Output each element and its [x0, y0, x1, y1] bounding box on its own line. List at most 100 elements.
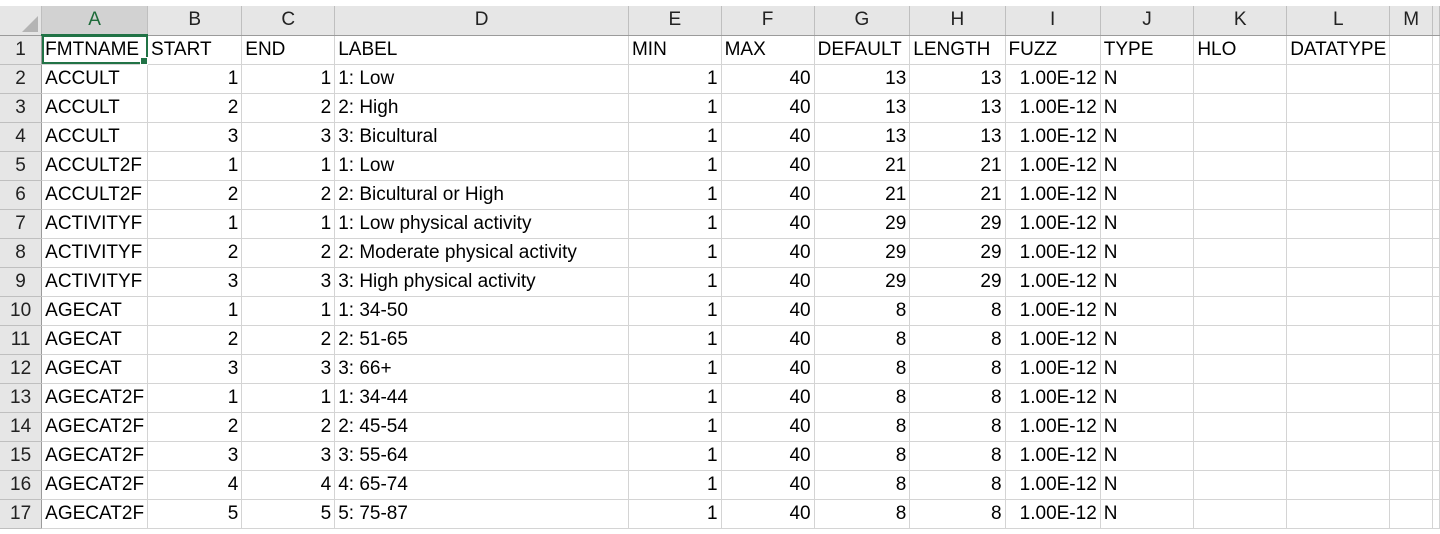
row-header[interactable]: 7	[0, 209, 43, 239]
cell-k9[interactable]	[1193, 267, 1288, 297]
cell-j6[interactable]: N	[1100, 180, 1195, 210]
cell-m11[interactable]	[1389, 325, 1433, 355]
cell-l8[interactable]	[1286, 238, 1391, 268]
column-header-g[interactable]: G	[814, 6, 911, 36]
column-header-overflow[interactable]	[1432, 6, 1440, 36]
cell-e12[interactable]: 1	[628, 354, 722, 384]
cell-m1[interactable]	[1389, 35, 1433, 65]
cell-i13[interactable]: 1.00E-12	[1005, 383, 1101, 413]
cell-g2[interactable]: 13	[814, 64, 911, 94]
cell-c13[interactable]: 1	[241, 383, 336, 413]
cell-e1[interactable]: MIN	[628, 35, 722, 65]
cell-g1[interactable]: DEFAULT	[814, 35, 911, 65]
cell-overflow[interactable]	[1432, 325, 1440, 355]
cell-l1[interactable]: DATATYPE	[1286, 35, 1391, 65]
cell-d16[interactable]: 4: 65-74	[334, 470, 629, 500]
cell-overflow[interactable]	[1432, 64, 1440, 94]
cell-e14[interactable]: 1	[628, 412, 722, 442]
cell-i6[interactable]: 1.00E-12	[1005, 180, 1101, 210]
cell-a9[interactable]: ACTIVITYF	[41, 267, 149, 297]
cell-l15[interactable]	[1286, 441, 1391, 471]
cell-c1[interactable]: END	[241, 35, 336, 65]
cell-h1[interactable]: LENGTH	[909, 35, 1006, 65]
cell-k1[interactable]: HLO	[1193, 35, 1288, 65]
column-header-m[interactable]: M	[1389, 6, 1433, 36]
cell-d12[interactable]: 3: 66+	[334, 354, 629, 384]
cell-e10[interactable]: 1	[628, 296, 722, 326]
cell-d17[interactable]: 5: 75-87	[334, 499, 629, 529]
cell-g11[interactable]: 8	[814, 325, 911, 355]
cell-c16[interactable]: 4	[241, 470, 336, 500]
cell-a10[interactable]: AGECAT	[41, 296, 149, 326]
cell-c3[interactable]: 2	[241, 93, 336, 123]
cell-b10[interactable]: 1	[147, 296, 243, 326]
cell-f2[interactable]: 40	[721, 64, 815, 94]
cell-j16[interactable]: N	[1100, 470, 1195, 500]
cell-e5[interactable]: 1	[628, 151, 722, 181]
cell-k6[interactable]	[1193, 180, 1288, 210]
cell-i7[interactable]: 1.00E-12	[1005, 209, 1101, 239]
cell-g15[interactable]: 8	[814, 441, 911, 471]
cell-g6[interactable]: 21	[814, 180, 911, 210]
cell-g8[interactable]: 29	[814, 238, 911, 268]
cell-a1[interactable]: FMTNAME	[41, 35, 149, 65]
cell-d11[interactable]: 2: 51-65	[334, 325, 629, 355]
cell-overflow[interactable]	[1432, 470, 1440, 500]
cell-i14[interactable]: 1.00E-12	[1005, 412, 1101, 442]
cell-m16[interactable]	[1389, 470, 1433, 500]
cell-f1[interactable]: MAX	[721, 35, 815, 65]
cell-overflow[interactable]	[1432, 93, 1440, 123]
cell-overflow[interactable]	[1432, 122, 1440, 152]
cell-b17[interactable]: 5	[147, 499, 243, 529]
cell-g9[interactable]: 29	[814, 267, 911, 297]
cell-a12[interactable]: AGECAT	[41, 354, 149, 384]
cell-h4[interactable]: 13	[909, 122, 1006, 152]
cell-a6[interactable]: ACCULT2F	[41, 180, 149, 210]
column-header-e[interactable]: E	[628, 6, 722, 36]
cell-l10[interactable]	[1286, 296, 1391, 326]
cell-b6[interactable]: 2	[147, 180, 243, 210]
cell-b1[interactable]: START	[147, 35, 243, 65]
cell-j14[interactable]: N	[1100, 412, 1195, 442]
column-header-j[interactable]: J	[1100, 6, 1195, 36]
cell-h3[interactable]: 13	[909, 93, 1006, 123]
column-header-l[interactable]: L	[1286, 6, 1391, 36]
cell-b4[interactable]: 3	[147, 122, 243, 152]
cell-l4[interactable]	[1286, 122, 1391, 152]
cell-i15[interactable]: 1.00E-12	[1005, 441, 1101, 471]
cell-h16[interactable]: 8	[909, 470, 1006, 500]
cell-k17[interactable]	[1193, 499, 1288, 529]
cell-j10[interactable]: N	[1100, 296, 1195, 326]
cell-a17[interactable]: AGECAT2F	[41, 499, 149, 529]
cell-m17[interactable]	[1389, 499, 1433, 529]
cell-a2[interactable]: ACCULT	[41, 64, 149, 94]
cell-b12[interactable]: 3	[147, 354, 243, 384]
cell-g12[interactable]: 8	[814, 354, 911, 384]
cell-i16[interactable]: 1.00E-12	[1005, 470, 1101, 500]
cell-b3[interactable]: 2	[147, 93, 243, 123]
cell-overflow[interactable]	[1432, 383, 1440, 413]
cell-f8[interactable]: 40	[721, 238, 815, 268]
cell-g4[interactable]: 13	[814, 122, 911, 152]
cell-g14[interactable]: 8	[814, 412, 911, 442]
cell-m3[interactable]	[1389, 93, 1433, 123]
cell-f16[interactable]: 40	[721, 470, 815, 500]
cell-m5[interactable]	[1389, 151, 1433, 181]
row-header[interactable]: 2	[0, 64, 43, 94]
cell-i12[interactable]: 1.00E-12	[1005, 354, 1101, 384]
cell-d9[interactable]: 3: High physical activity	[334, 267, 629, 297]
cell-l14[interactable]	[1286, 412, 1391, 442]
cell-k4[interactable]	[1193, 122, 1288, 152]
cell-f13[interactable]: 40	[721, 383, 815, 413]
column-header-h[interactable]: H	[909, 6, 1006, 36]
cell-k2[interactable]	[1193, 64, 1288, 94]
fill-handle[interactable]	[140, 56, 149, 65]
cell-j7[interactable]: N	[1100, 209, 1195, 239]
cell-a13[interactable]: AGECAT2F	[41, 383, 149, 413]
cell-a7[interactable]: ACTIVITYF	[41, 209, 149, 239]
cell-k8[interactable]	[1193, 238, 1288, 268]
cell-j3[interactable]: N	[1100, 93, 1195, 123]
cell-g17[interactable]: 8	[814, 499, 911, 529]
cell-h12[interactable]: 8	[909, 354, 1006, 384]
column-header-d[interactable]: D	[334, 6, 629, 36]
